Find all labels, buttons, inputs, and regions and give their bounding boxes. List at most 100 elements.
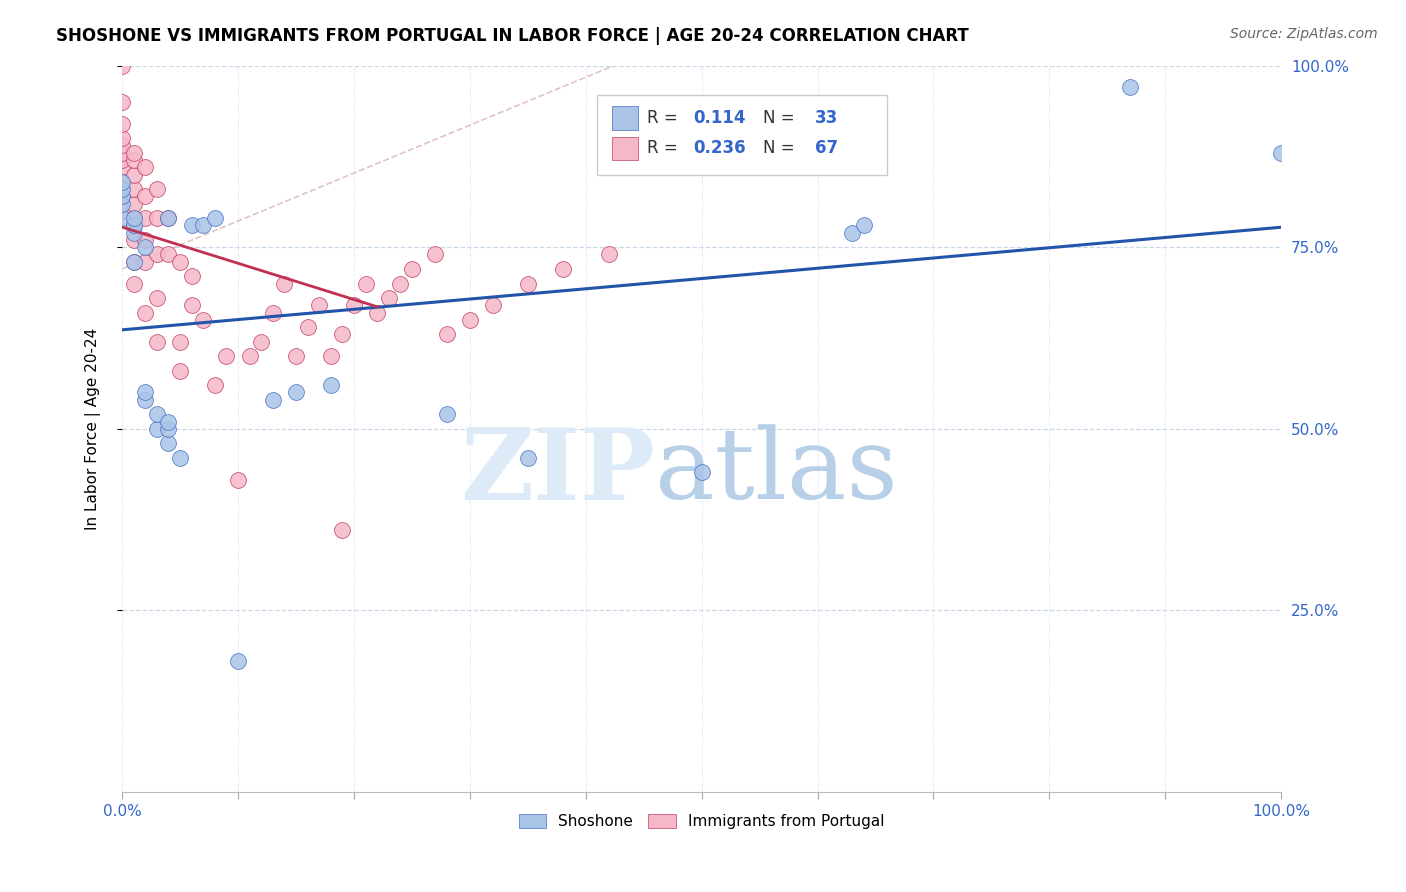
Point xyxy=(516,450,538,465)
Point xyxy=(134,189,156,203)
Point xyxy=(122,254,145,268)
Point xyxy=(134,161,156,175)
Point xyxy=(111,117,134,131)
Point xyxy=(157,247,180,261)
Point xyxy=(180,269,202,284)
Point xyxy=(146,334,169,349)
Point xyxy=(111,182,134,196)
Point xyxy=(146,247,169,261)
Point xyxy=(122,153,145,167)
Point xyxy=(111,153,134,167)
Point xyxy=(134,233,156,247)
Point xyxy=(551,262,574,277)
Point xyxy=(157,415,180,429)
Point xyxy=(111,95,134,109)
Point xyxy=(111,145,134,160)
Point xyxy=(111,161,134,175)
Point xyxy=(262,305,284,319)
Point xyxy=(111,203,134,218)
Point xyxy=(516,277,538,291)
Point xyxy=(146,211,169,226)
Point xyxy=(134,392,156,407)
Point xyxy=(122,219,145,233)
Point xyxy=(134,385,156,400)
Text: N =: N = xyxy=(763,139,800,157)
Point xyxy=(122,219,145,233)
Point xyxy=(852,219,875,233)
Point xyxy=(157,436,180,450)
Point xyxy=(122,196,145,211)
Point xyxy=(319,349,342,363)
Point xyxy=(122,211,145,226)
Text: 33: 33 xyxy=(815,109,838,127)
Point xyxy=(690,466,713,480)
Point xyxy=(285,385,308,400)
Point xyxy=(122,145,145,160)
Point xyxy=(436,327,458,342)
Point xyxy=(423,247,446,261)
Point xyxy=(239,349,262,363)
Point xyxy=(134,240,156,254)
FancyBboxPatch shape xyxy=(598,95,887,175)
Point xyxy=(319,378,342,392)
Point xyxy=(366,305,388,319)
Point xyxy=(226,654,249,668)
Point xyxy=(134,211,156,226)
Point xyxy=(157,211,180,226)
Point xyxy=(250,334,273,349)
Point xyxy=(146,182,169,196)
Point xyxy=(122,211,145,226)
Point xyxy=(273,277,295,291)
Point xyxy=(111,175,134,189)
Point xyxy=(157,211,180,226)
Point xyxy=(330,524,353,538)
Point xyxy=(169,334,191,349)
Point xyxy=(377,291,399,305)
Point xyxy=(297,320,319,334)
Point xyxy=(436,407,458,421)
Point xyxy=(111,138,134,153)
Point xyxy=(308,298,330,312)
Point xyxy=(122,254,145,268)
Legend: Shoshone, Immigrants from Portugal: Shoshone, Immigrants from Portugal xyxy=(512,807,891,835)
Point xyxy=(180,298,202,312)
Point xyxy=(146,422,169,436)
Point xyxy=(1119,80,1142,95)
Text: R =: R = xyxy=(647,109,683,127)
Bar xyxy=(613,106,638,129)
Point xyxy=(111,59,134,73)
Point xyxy=(157,422,180,436)
Point xyxy=(285,349,308,363)
Text: N =: N = xyxy=(763,109,800,127)
Point xyxy=(330,327,353,342)
Point xyxy=(111,131,134,145)
Text: 67: 67 xyxy=(815,139,838,157)
Point xyxy=(204,378,226,392)
Text: Source: ZipAtlas.com: Source: ZipAtlas.com xyxy=(1230,27,1378,41)
Point xyxy=(122,233,145,247)
Point xyxy=(262,392,284,407)
Point xyxy=(146,291,169,305)
Point xyxy=(226,473,249,487)
Point xyxy=(111,196,134,211)
Point xyxy=(1270,145,1292,160)
Text: ZIP: ZIP xyxy=(460,424,655,521)
Point xyxy=(482,298,505,312)
Point xyxy=(122,168,145,182)
Point xyxy=(193,219,215,233)
Point xyxy=(169,364,191,378)
Text: SHOSHONE VS IMMIGRANTS FROM PORTUGAL IN LABOR FORCE | AGE 20-24 CORRELATION CHAR: SHOSHONE VS IMMIGRANTS FROM PORTUGAL IN … xyxy=(56,27,969,45)
Text: 0.114: 0.114 xyxy=(693,109,747,127)
Point xyxy=(134,305,156,319)
Point xyxy=(180,219,202,233)
Point xyxy=(169,450,191,465)
Point xyxy=(401,262,423,277)
Point xyxy=(354,277,377,291)
Point xyxy=(134,254,156,268)
Point xyxy=(343,298,366,312)
Point xyxy=(193,313,215,327)
Point xyxy=(122,182,145,196)
Point xyxy=(204,211,226,226)
Point xyxy=(111,182,134,196)
Point xyxy=(169,254,191,268)
